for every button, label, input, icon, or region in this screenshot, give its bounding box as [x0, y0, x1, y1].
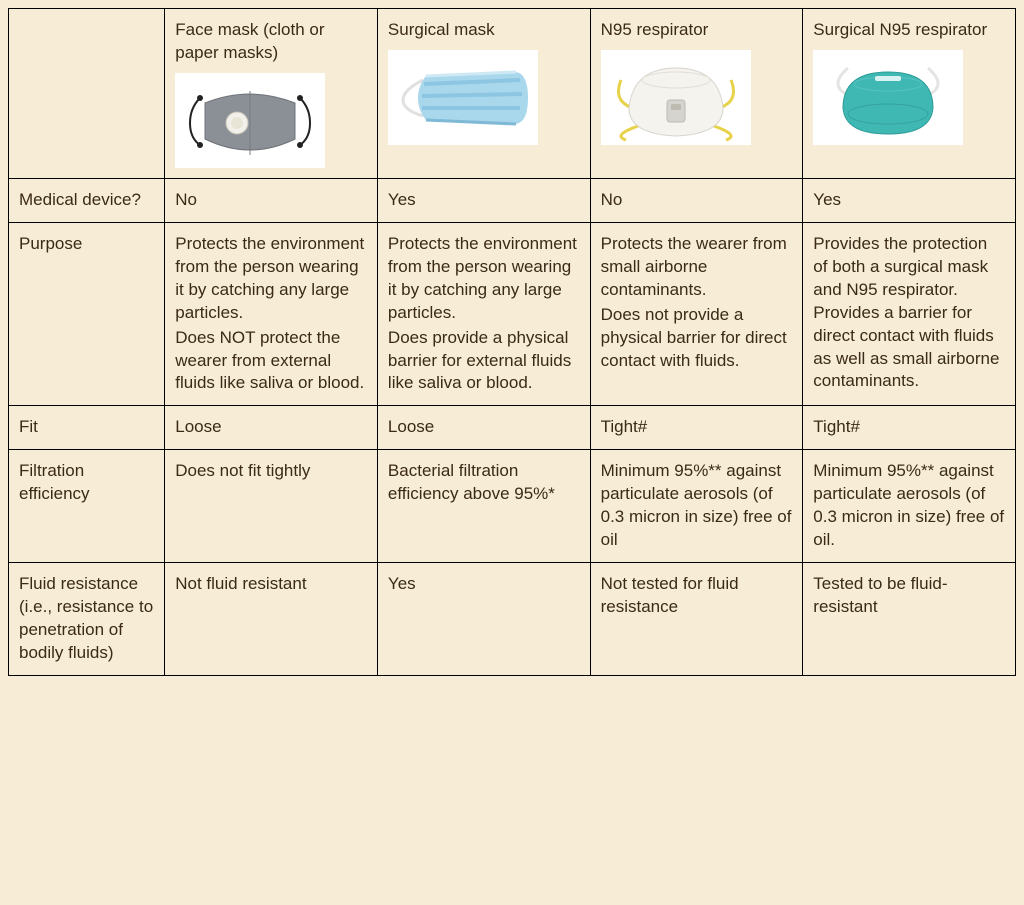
surgical-n95-icon — [813, 50, 963, 145]
table-cell: Provides the protection of both a surgic… — [803, 222, 1016, 406]
row-label: Fit — [9, 406, 165, 450]
table-cell: Loose — [165, 406, 378, 450]
col-header-surgical-mask: Surgical mask — [377, 9, 590, 179]
row-label: Medical device? — [9, 178, 165, 222]
table-row: FitLooseLooseTight#Tight# — [9, 406, 1016, 450]
col-header-surgical-n95: Surgical N95 respirator — [803, 9, 1016, 179]
header-row: Face mask (cloth or paper masks) S — [9, 9, 1016, 179]
table-cell: Yes — [377, 178, 590, 222]
surgical-mask-icon — [388, 50, 538, 145]
table-cell: No — [165, 178, 378, 222]
col-title: Face mask (cloth or paper masks) — [175, 19, 367, 65]
mask-comparison-table: Face mask (cloth or paper masks) S — [8, 8, 1016, 676]
table-cell: Yes — [377, 563, 590, 676]
table-cell: Not tested for fluid resistance — [590, 563, 803, 676]
col-header-n95: N95 respirator — [590, 9, 803, 179]
row-label: Filtration efficiency — [9, 450, 165, 563]
table-cell: Protects the environment from the person… — [165, 222, 378, 406]
col-title: N95 respirator — [601, 19, 793, 42]
n95-icon — [601, 50, 751, 145]
table-row: PurposeProtects the environment from the… — [9, 222, 1016, 406]
table-cell: Yes — [803, 178, 1016, 222]
face-mask-icon — [175, 73, 325, 168]
table-cell: Tested to be fluid-resistant — [803, 563, 1016, 676]
table-cell: Minimum 95%** against particulate aeroso… — [590, 450, 803, 563]
header-blank — [9, 9, 165, 179]
table-cell: Tight# — [803, 406, 1016, 450]
table-body: Medical device?NoYesNoYesPurposeProtects… — [9, 178, 1016, 675]
row-label: Fluid resistance (i.e., resistance to pe… — [9, 563, 165, 676]
table-row: Medical device?NoYesNoYes — [9, 178, 1016, 222]
table-cell: Does not fit tightly — [165, 450, 378, 563]
table-cell: Bacterial filtration efficiency above 95… — [377, 450, 590, 563]
col-title: Surgical mask — [388, 19, 580, 42]
table-cell: Not fluid resistant — [165, 563, 378, 676]
col-title: Surgical N95 respirator — [813, 19, 1005, 42]
col-header-face-mask: Face mask (cloth or paper masks) — [165, 9, 378, 179]
table-cell: No — [590, 178, 803, 222]
table-row: Filtration efficiencyDoes not fit tightl… — [9, 450, 1016, 563]
table-row: Fluid resistance (i.e., resistance to pe… — [9, 563, 1016, 676]
table-cell: Minimum 95%** against particulate aeroso… — [803, 450, 1016, 563]
table-cell: Protects the environment from the person… — [377, 222, 590, 406]
row-label: Purpose — [9, 222, 165, 406]
table-cell: Loose — [377, 406, 590, 450]
table-cell: Tight# — [590, 406, 803, 450]
table-cell: Protects the wearer from small airborne … — [590, 222, 803, 406]
